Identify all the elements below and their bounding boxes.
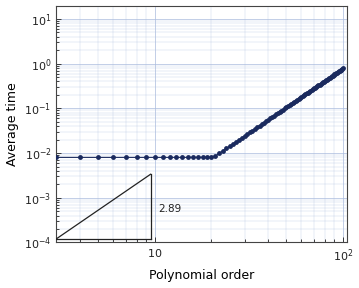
Y-axis label: Average time: Average time: [5, 82, 19, 166]
Text: 2.89: 2.89: [158, 204, 182, 214]
X-axis label: Polynomial order: Polynomial order: [149, 270, 254, 283]
